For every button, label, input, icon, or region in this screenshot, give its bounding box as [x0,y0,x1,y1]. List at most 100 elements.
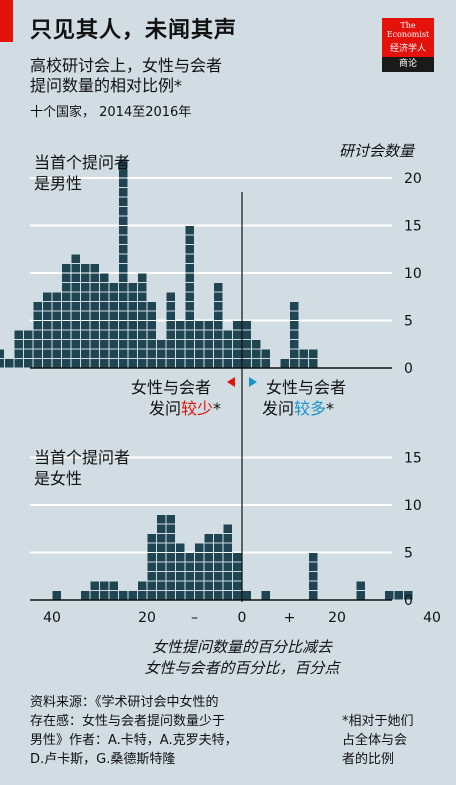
bar-segment [166,543,175,552]
bar-segment [128,591,137,600]
bar-segment [119,591,128,600]
bar-segment [119,292,128,301]
bar-segment [52,321,61,330]
bar-segment [100,349,109,358]
bar-segment [62,264,71,273]
bar-segment [138,321,147,330]
bar-segment [290,340,299,349]
economist-logo: The Economist 经济学人 商论 [382,18,434,72]
bar-segment [43,292,52,301]
bar-segment [24,330,33,339]
bar-segment [185,562,194,571]
annotation-less-line2: 发问较少* [149,399,221,418]
bar-segment [195,349,204,358]
bar-segment [242,340,251,349]
bar-segment [81,321,90,330]
bar-segment [100,283,109,292]
bar-segment [33,359,42,368]
x-tick-label: + [284,610,296,626]
bar-segment [119,245,128,254]
bar-segment [299,349,308,358]
bar-segment [157,543,166,552]
bar-segment [81,292,90,301]
bar-segment [119,302,128,311]
bar-segment [157,359,166,368]
bar-segment [242,321,251,330]
panel-label: 当首个提问者 [34,448,130,467]
x-axis-title: 女性提问数量的百分比减去 [152,638,333,656]
bar-segment [90,591,99,600]
bar-segment [223,553,232,562]
bar-segment [147,572,156,581]
x-tick-label: 20 [328,610,346,626]
bar-segment [71,359,80,368]
bar-segment [309,349,318,358]
bar-segment [119,197,128,206]
bar-segment [119,330,128,339]
bar-segment [100,311,109,320]
bar-segment [138,273,147,282]
bar-segment [109,283,118,292]
bar-segment [166,359,175,368]
bar-segment [309,359,318,368]
bar-segment [81,273,90,282]
bar-segment [166,302,175,311]
bar-segment [43,330,52,339]
bar-segment [62,340,71,349]
bar-segment [119,359,128,368]
bar-segment [157,562,166,571]
bar-segment [71,292,80,301]
bar-segment [252,349,261,358]
bar-segment [5,359,14,368]
bar-segment [33,302,42,311]
bar-segment [81,330,90,339]
bar-segment [52,292,61,301]
bar-segment [109,292,118,301]
panel-label: 当首个提问者 [34,153,130,172]
bar-segment [0,349,4,358]
bar-segment [195,321,204,330]
bar-segment [223,349,232,358]
bar-segment [214,359,223,368]
bar-segment [14,340,23,349]
bar-segment [185,321,194,330]
left-arrow-icon [227,377,235,387]
bar-segment [147,359,156,368]
bar-segment [309,553,318,562]
bar-segment [233,349,242,358]
bar-segment [43,340,52,349]
bar-segment [166,515,175,524]
bar-segment [147,302,156,311]
bar-segment [52,359,61,368]
bar-segment [90,330,99,339]
bar-segment [157,581,166,590]
bar-segment [176,572,185,581]
bar-segment [204,359,213,368]
bar-segment [62,273,71,282]
bar-segment [62,330,71,339]
bar-segment [62,283,71,292]
bar-segment [71,330,80,339]
bar-segment [185,245,194,254]
bar-segment [242,330,251,339]
bar-segment [214,330,223,339]
bar-segment [223,591,232,600]
bar-segment [62,311,71,320]
bar-segment [204,349,213,358]
right-arrow-icon [249,377,257,387]
bar-segment [214,553,223,562]
y-axis-title: 研讨会数量 [339,142,416,160]
bar-segment [214,321,223,330]
bar-segment [195,581,204,590]
bar-segment [119,188,128,197]
bar-segment [157,524,166,533]
bar-segment [100,340,109,349]
bar-segment [71,264,80,273]
bar-segment [90,264,99,273]
bar-segment [138,581,147,590]
bar-segment [138,359,147,368]
bar-segment [233,572,242,581]
bar-segment [157,340,166,349]
bar-segment [147,581,156,590]
bar-segment [81,359,90,368]
